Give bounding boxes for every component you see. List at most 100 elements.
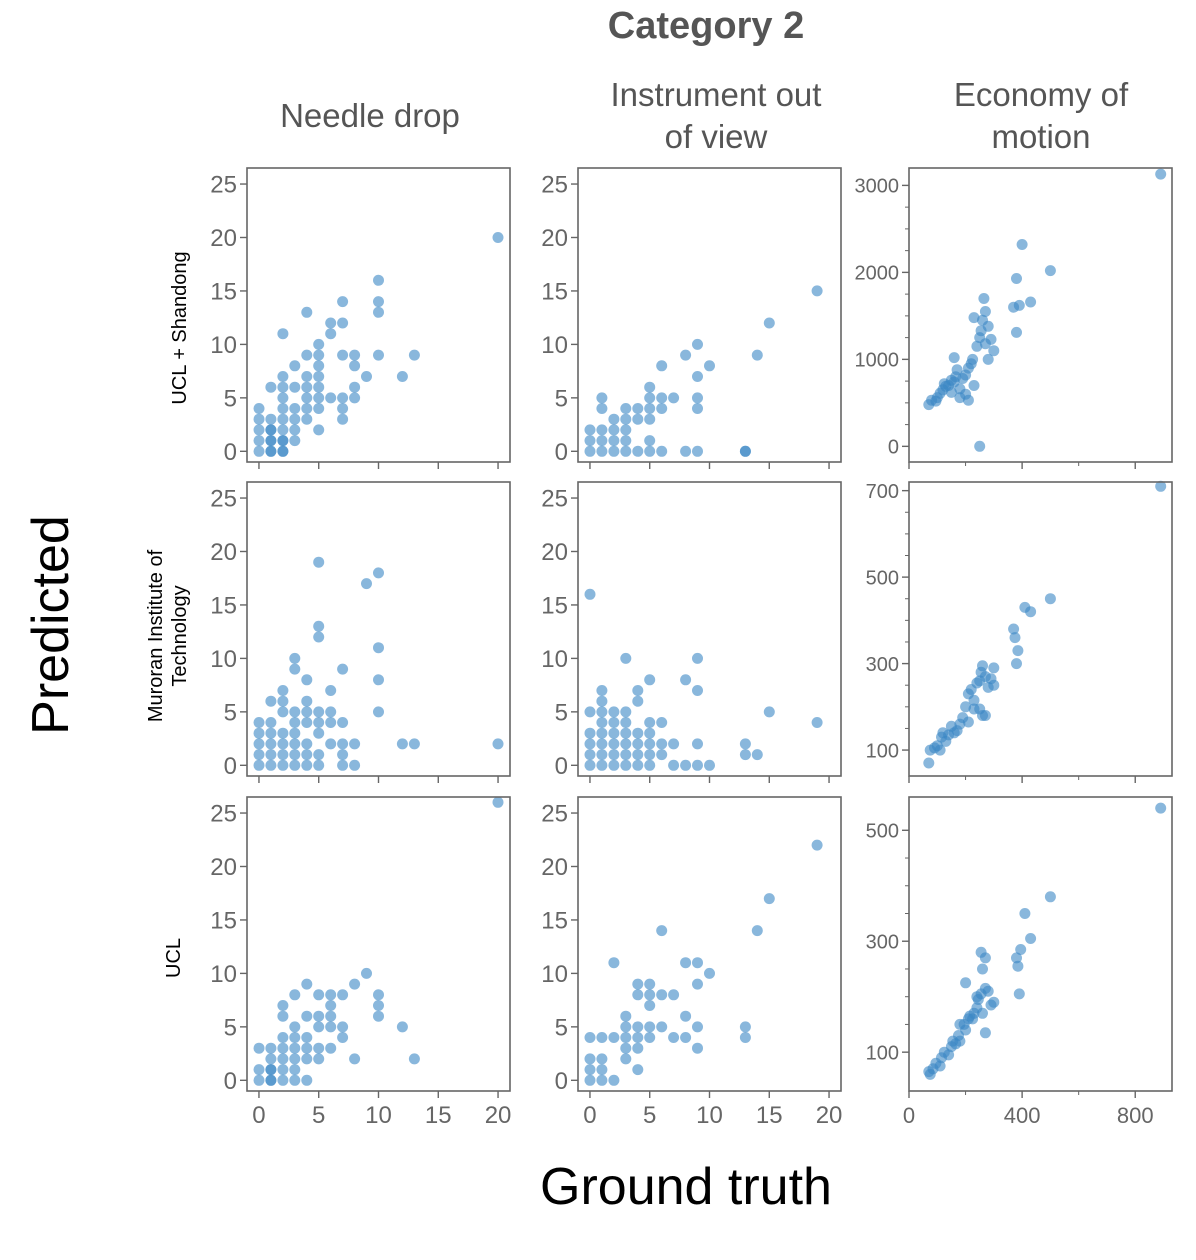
scatter-point — [265, 727, 277, 739]
scatter-point — [1044, 891, 1056, 903]
x-tick-label: 0 — [903, 1103, 915, 1128]
scatter-point — [596, 706, 608, 718]
scatter-point — [349, 759, 361, 771]
scatter-point — [751, 925, 763, 937]
scatter-point — [349, 349, 361, 361]
scatter-point — [301, 349, 313, 361]
scatter-point — [1044, 265, 1056, 277]
scatter-point — [373, 706, 384, 718]
scatter-point — [301, 759, 313, 771]
x-tick-label: 5 — [312, 1102, 325, 1129]
scatter-point — [632, 695, 644, 707]
scatter-point — [644, 749, 656, 761]
scatter-point — [253, 1064, 265, 1076]
scatter-point — [301, 1010, 313, 1022]
scatter-point — [1011, 952, 1022, 964]
scatter-point — [632, 1042, 644, 1054]
scatter-point — [289, 1021, 301, 1033]
y-tick-label: 700 — [866, 481, 899, 503]
y-tick-label: 300 — [866, 654, 899, 676]
scatter-point — [668, 989, 680, 1001]
scatter-point — [656, 403, 668, 414]
row-label-line: UCL + Shandong — [169, 251, 191, 404]
y-tick-label: 15 — [210, 593, 237, 620]
scatter-point — [253, 1074, 265, 1086]
scatter-point — [1025, 606, 1037, 618]
scatter-point — [632, 749, 644, 761]
scatter-point — [632, 727, 644, 739]
scatter-point — [361, 371, 372, 382]
scatter-point — [325, 317, 337, 329]
scatter-point — [680, 1010, 692, 1022]
scatter-point — [265, 1042, 277, 1054]
y-tick-label: 10 — [541, 646, 568, 673]
scatter-point — [277, 1074, 289, 1086]
scatter-point — [977, 1007, 988, 1019]
scatter-point — [313, 392, 325, 404]
scatter-point — [277, 424, 289, 436]
scatter-point — [337, 392, 349, 404]
scatter-point — [596, 685, 608, 696]
scatter-point — [644, 738, 656, 750]
scatter-point — [948, 352, 960, 364]
y-tick-label: 0 — [224, 753, 237, 780]
scatter-point — [325, 706, 337, 718]
scatter-point — [396, 371, 408, 382]
scatter-panels: 0510152025051015202501000200030000510152… — [210, 167, 1173, 1129]
scatter-point — [968, 703, 980, 715]
scatter-point — [301, 1053, 313, 1065]
scatter-point — [301, 392, 313, 404]
y-tick-label: 15 — [541, 908, 568, 935]
scatter-point — [644, 1000, 656, 1011]
scatter-point — [692, 1021, 703, 1033]
scatter-point — [265, 1053, 277, 1065]
y-tick-label: 15 — [210, 908, 237, 935]
x-tick-label: 10 — [365, 1102, 392, 1129]
y-tick-label: 5 — [555, 699, 568, 726]
scatter-point — [289, 1053, 301, 1065]
scatter-point — [277, 1010, 289, 1022]
scatter-point — [265, 445, 277, 457]
scatter-point — [289, 706, 301, 718]
x-tick-label: 0 — [583, 1102, 596, 1129]
scatter-point — [289, 435, 301, 447]
scatter-point — [289, 1042, 301, 1054]
scatter-point — [265, 381, 277, 393]
scatter-point — [632, 1032, 644, 1043]
scatter-point — [584, 1074, 596, 1086]
scatter-point — [668, 1032, 680, 1043]
scatter-point — [608, 413, 620, 425]
scatter-point — [349, 1053, 361, 1065]
scatter-point — [608, 1032, 620, 1043]
scatter-point — [620, 749, 632, 761]
scatter-point — [680, 674, 692, 686]
scatter-panel: 0 5 10 15 20 25 — [210, 167, 511, 469]
scatter-point — [301, 695, 313, 707]
scatter-point — [656, 445, 668, 457]
y-tick-label: 20 — [541, 854, 568, 881]
scatter-point — [289, 381, 301, 393]
scatter-point — [277, 759, 289, 771]
scatter-point — [751, 749, 763, 761]
scatter-point — [644, 403, 656, 414]
scatter-point — [289, 1032, 301, 1043]
y-tick-label: 0 — [224, 1068, 237, 1095]
scatter-point — [253, 435, 265, 447]
scatter-point — [739, 1032, 751, 1043]
scatter-point — [584, 749, 596, 761]
scatter-point — [277, 435, 289, 447]
y-tick-label: 25 — [210, 801, 237, 828]
scatter-point — [644, 435, 656, 447]
scatter-point — [811, 285, 823, 297]
scatter-panel: 100 300 500 0 400 800 — [866, 796, 1173, 1128]
scatter-point — [301, 381, 313, 393]
scatter-point — [408, 1053, 420, 1065]
scatter-point — [1009, 632, 1021, 644]
scatter-point — [313, 749, 325, 761]
x-tick-label: 20 — [485, 1102, 512, 1129]
scatter-panel: 0 5 10 15 20 25 0 5 10 15 20 — [541, 796, 842, 1129]
scatter-point — [608, 759, 620, 771]
scatter-point — [277, 1000, 289, 1011]
scatter-point — [289, 360, 301, 372]
